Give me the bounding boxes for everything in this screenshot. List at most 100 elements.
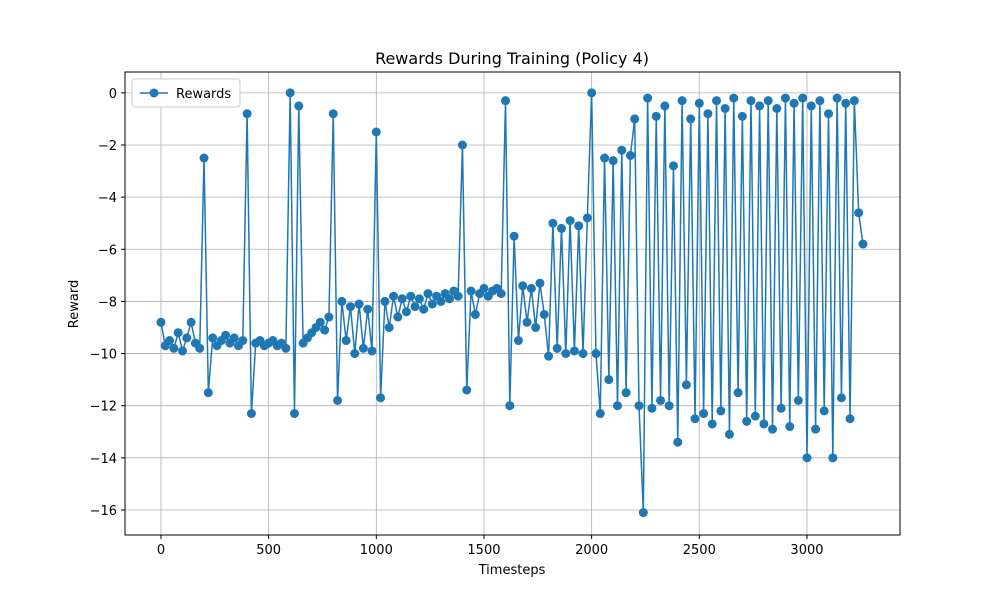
data-point bbox=[845, 414, 855, 424]
data-point bbox=[660, 101, 670, 111]
data-point bbox=[815, 96, 825, 106]
data-point bbox=[643, 93, 653, 103]
data-point bbox=[832, 93, 842, 103]
data-point bbox=[518, 281, 528, 291]
data-point bbox=[513, 336, 523, 346]
data-point bbox=[156, 317, 166, 327]
data-point bbox=[828, 453, 838, 463]
y-axis-label: Reward bbox=[67, 280, 82, 328]
data-point bbox=[182, 333, 192, 343]
data-point bbox=[406, 291, 416, 301]
data-point bbox=[720, 103, 730, 113]
data-point bbox=[690, 414, 700, 424]
data-point bbox=[824, 109, 834, 119]
data-point bbox=[341, 336, 351, 346]
data-point bbox=[195, 343, 205, 353]
data-point bbox=[561, 349, 571, 359]
y-tick-label: −16 bbox=[90, 504, 117, 519]
data-point bbox=[750, 411, 760, 421]
data-point bbox=[811, 424, 821, 434]
data-point bbox=[802, 453, 812, 463]
plot-frame bbox=[124, 71, 901, 536]
data-point bbox=[410, 302, 420, 312]
data-point bbox=[587, 88, 597, 98]
data-point bbox=[535, 278, 545, 288]
data-point bbox=[673, 437, 683, 447]
data-point bbox=[345, 302, 355, 312]
data-point bbox=[742, 416, 752, 426]
data-point bbox=[221, 330, 231, 340]
data-point bbox=[854, 208, 864, 218]
data-point bbox=[776, 403, 786, 413]
data-point bbox=[604, 375, 614, 385]
legend-box bbox=[131, 78, 241, 108]
chart-title: Rewards During Training (Policy 4) bbox=[375, 49, 649, 68]
x-tick-label: 2000 bbox=[575, 543, 608, 558]
data-point bbox=[324, 312, 334, 322]
data-point bbox=[677, 96, 687, 106]
data-point bbox=[436, 296, 446, 306]
data-point bbox=[384, 322, 394, 332]
data-point bbox=[556, 223, 566, 233]
data-point bbox=[246, 409, 256, 419]
x-tick-label: 1000 bbox=[360, 543, 393, 558]
data-point bbox=[819, 406, 829, 416]
data-point bbox=[681, 380, 691, 390]
data-point bbox=[617, 145, 627, 155]
data-point bbox=[621, 388, 631, 398]
data-point bbox=[737, 111, 747, 121]
data-point bbox=[328, 109, 338, 119]
data-point bbox=[479, 283, 489, 293]
series-line bbox=[160, 92, 864, 513]
legend-label: Rewards bbox=[176, 87, 231, 102]
data-point bbox=[208, 333, 218, 343]
x-tick-label: 3000 bbox=[790, 543, 823, 558]
data-point bbox=[798, 93, 808, 103]
data-point bbox=[203, 388, 213, 398]
data-point bbox=[363, 304, 373, 314]
data-point bbox=[651, 111, 661, 121]
data-point bbox=[686, 114, 696, 124]
data-point bbox=[707, 419, 717, 429]
data-point bbox=[608, 156, 618, 166]
y-tick-label: −2 bbox=[98, 139, 117, 154]
data-point bbox=[591, 349, 601, 359]
data-point bbox=[539, 309, 549, 319]
data-point bbox=[793, 395, 803, 405]
data-point bbox=[729, 93, 739, 103]
data-point bbox=[229, 333, 239, 343]
data-point bbox=[612, 401, 622, 411]
data-point bbox=[806, 101, 816, 111]
data-point bbox=[496, 289, 506, 299]
data-point bbox=[501, 96, 511, 106]
data-point bbox=[371, 127, 381, 137]
data-point bbox=[772, 103, 782, 113]
data-point bbox=[389, 291, 399, 301]
data-point bbox=[354, 299, 364, 309]
data-point bbox=[785, 422, 795, 432]
data-point bbox=[724, 429, 734, 439]
data-point bbox=[509, 231, 519, 241]
data-point bbox=[858, 239, 868, 249]
data-point bbox=[294, 101, 304, 111]
y-tick-label: −8 bbox=[98, 295, 117, 310]
data-point bbox=[565, 216, 575, 226]
data-point bbox=[337, 296, 347, 306]
data-point bbox=[600, 153, 610, 163]
data-point bbox=[578, 349, 588, 359]
y-tick-label: −4 bbox=[98, 191, 117, 206]
data-point bbox=[358, 343, 368, 353]
data-point bbox=[427, 299, 437, 309]
data-point bbox=[445, 294, 455, 304]
data-point bbox=[699, 409, 709, 419]
x-tick-label: 0 bbox=[157, 543, 165, 558]
data-point bbox=[453, 291, 463, 301]
data-point bbox=[169, 343, 179, 353]
data-point bbox=[470, 309, 480, 319]
data-point bbox=[733, 388, 743, 398]
data-point bbox=[712, 96, 722, 106]
data-point bbox=[419, 304, 429, 314]
data-point bbox=[423, 289, 433, 299]
data-point bbox=[703, 109, 713, 119]
